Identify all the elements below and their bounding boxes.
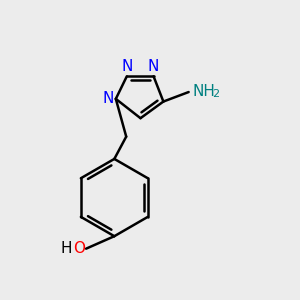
Text: H: H bbox=[61, 241, 72, 256]
Text: N: N bbox=[102, 92, 113, 106]
Text: N: N bbox=[148, 59, 159, 74]
Text: NH: NH bbox=[192, 84, 215, 99]
Text: O: O bbox=[73, 241, 85, 256]
Text: N: N bbox=[121, 59, 133, 74]
Text: 2: 2 bbox=[212, 88, 220, 98]
